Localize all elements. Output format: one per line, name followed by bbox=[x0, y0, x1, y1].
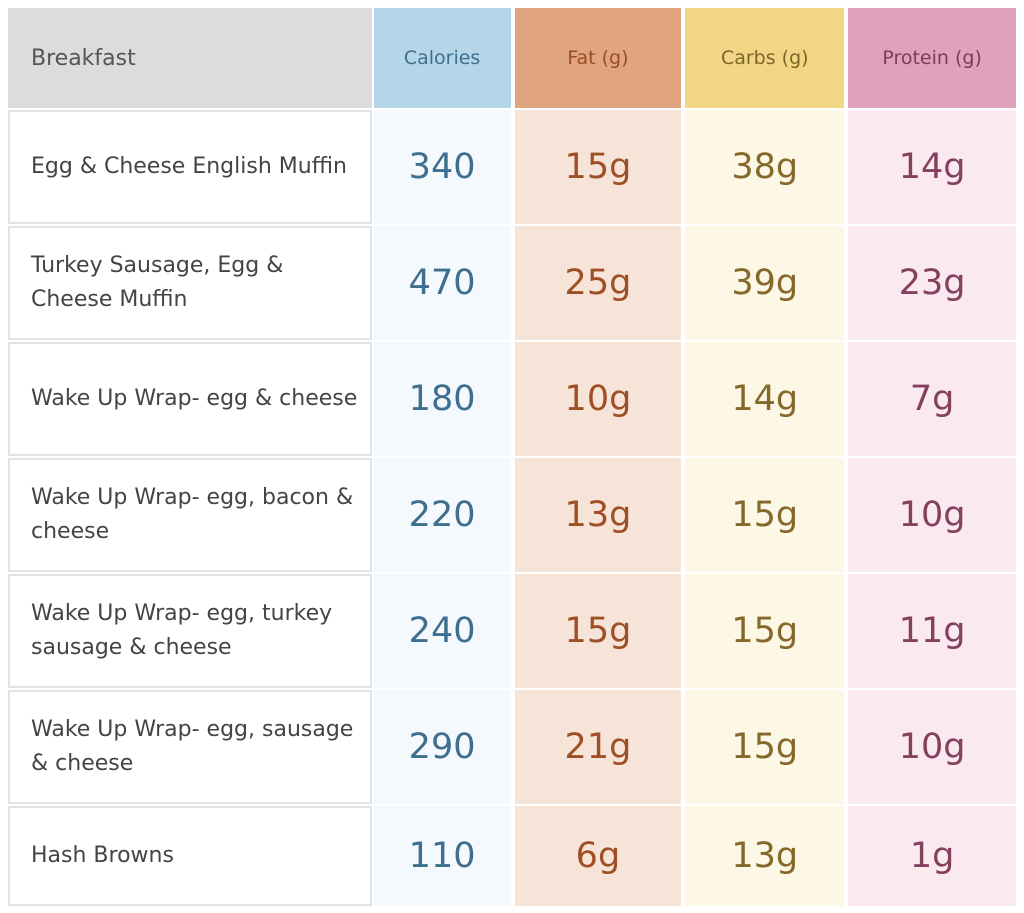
item-name: Hash Browns bbox=[8, 806, 372, 906]
protein-value: 10g bbox=[848, 690, 1017, 804]
protein-value: 11g bbox=[848, 574, 1017, 688]
item-name: Wake Up Wrap- egg, turkey sausage & chee… bbox=[8, 574, 372, 688]
header-breakfast: Breakfast bbox=[8, 8, 372, 108]
fat-value: 6g bbox=[514, 806, 682, 906]
carbs-value: 15g bbox=[685, 458, 845, 572]
header-calories: Calories bbox=[373, 8, 511, 108]
calories-value: 220 bbox=[373, 458, 511, 572]
table-row: Wake Up Wrap- egg, sausage & cheese 290 … bbox=[8, 690, 1017, 804]
header-protein: Protein (g) bbox=[848, 8, 1017, 108]
calories-value: 180 bbox=[373, 342, 511, 456]
protein-value: 14g bbox=[848, 110, 1017, 224]
fat-value: 21g bbox=[514, 690, 682, 804]
table-header-row: Breakfast Calories Fat (g) Carbs (g) Pro… bbox=[8, 8, 1017, 108]
fat-value: 15g bbox=[514, 110, 682, 224]
protein-value: 23g bbox=[848, 226, 1017, 340]
protein-value: 1g bbox=[848, 806, 1017, 906]
table-row: Wake Up Wrap- egg & cheese 180 10g 14g 7… bbox=[8, 342, 1017, 456]
item-name: Turkey Sausage, Egg & Cheese Muffin bbox=[8, 226, 372, 340]
calories-value: 110 bbox=[373, 806, 511, 906]
header-carbs: Carbs (g) bbox=[685, 8, 845, 108]
carbs-value: 38g bbox=[685, 110, 845, 224]
table-row: Turkey Sausage, Egg & Cheese Muffin 470 … bbox=[8, 226, 1017, 340]
fat-value: 13g bbox=[514, 458, 682, 572]
fat-value: 25g bbox=[514, 226, 682, 340]
carbs-value: 39g bbox=[685, 226, 845, 340]
calories-value: 470 bbox=[373, 226, 511, 340]
fat-value: 10g bbox=[514, 342, 682, 456]
header-fat: Fat (g) bbox=[514, 8, 682, 108]
table-row: Egg & Cheese English Muffin 340 15g 38g … bbox=[8, 110, 1017, 224]
calories-value: 340 bbox=[373, 110, 511, 224]
carbs-value: 13g bbox=[685, 806, 845, 906]
nutrition-table: Breakfast Calories Fat (g) Carbs (g) Pro… bbox=[8, 8, 1017, 906]
table-row: Wake Up Wrap- egg, turkey sausage & chee… bbox=[8, 574, 1017, 688]
carbs-value: 15g bbox=[685, 690, 845, 804]
table-row: Wake Up Wrap- egg, bacon & cheese 220 13… bbox=[8, 458, 1017, 572]
carbs-value: 14g bbox=[685, 342, 845, 456]
protein-value: 10g bbox=[848, 458, 1017, 572]
table-row: Hash Browns 110 6g 13g 1g bbox=[8, 806, 1017, 906]
item-name: Wake Up Wrap- egg, bacon & cheese bbox=[8, 458, 372, 572]
calories-value: 240 bbox=[373, 574, 511, 688]
protein-value: 7g bbox=[848, 342, 1017, 456]
item-name: Egg & Cheese English Muffin bbox=[8, 110, 372, 224]
item-name: Wake Up Wrap- egg & cheese bbox=[8, 342, 372, 456]
item-name: Wake Up Wrap- egg, sausage & cheese bbox=[8, 690, 372, 804]
carbs-value: 15g bbox=[685, 574, 845, 688]
calories-value: 290 bbox=[373, 690, 511, 804]
fat-value: 15g bbox=[514, 574, 682, 688]
